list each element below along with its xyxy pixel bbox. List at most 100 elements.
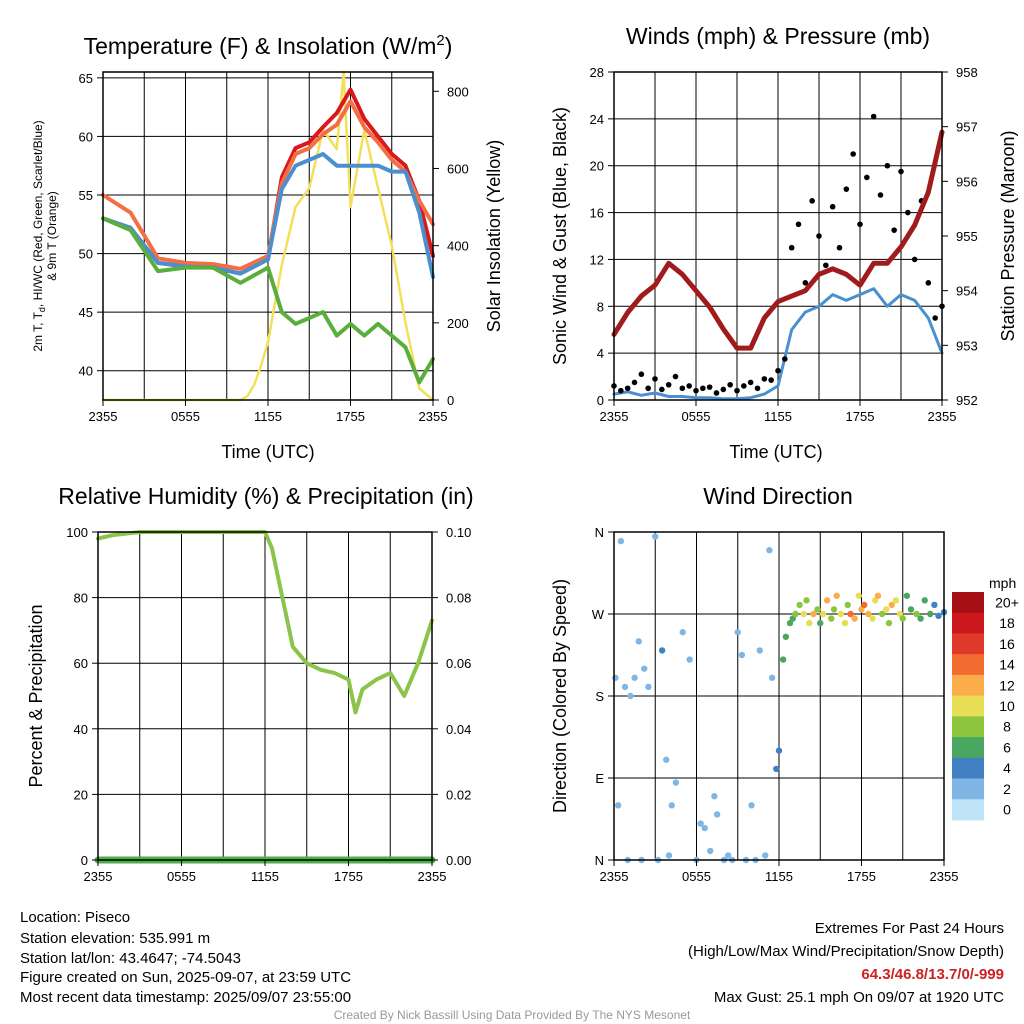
y2-tick-label: 955 — [956, 229, 978, 244]
x-tick-label: 1755 — [847, 869, 876, 884]
wind-direction-point — [806, 619, 813, 627]
humidity-title: Relative Humidity (%) & Precipitation (i… — [58, 483, 473, 509]
speed-legend-label: 18 — [999, 615, 1015, 631]
wind-direction-point — [768, 674, 776, 681]
x-tick-label: 1155 — [764, 409, 792, 424]
y2-tick-label: 952 — [956, 393, 978, 408]
y-tick-label: 65 — [79, 71, 93, 86]
speed-legend-title: mph — [989, 575, 1016, 591]
gust-point — [884, 162, 891, 169]
speed-legend-swatch — [952, 612, 984, 634]
winds-x-label: Time (UTC) — [729, 442, 822, 462]
gust-point — [672, 373, 679, 380]
speed-legend-label: 0 — [1003, 802, 1011, 818]
temperature-x-label: Time (UTC) — [221, 442, 314, 462]
wind-direction-point — [927, 610, 934, 618]
extremes-info: Extremes For Past 24 Hours (High/Low/Max… — [688, 920, 1004, 1006]
wind-direction-point — [931, 601, 938, 609]
x-tick-label: 0555 — [682, 409, 711, 424]
humidity-y-label: Percent & Precipitation — [26, 604, 46, 787]
gust-point — [686, 383, 692, 389]
wind-direction-point — [814, 606, 821, 613]
gust-point — [788, 244, 795, 251]
wind-direction-point — [652, 533, 659, 540]
wind-direction-point — [874, 592, 882, 599]
wind-direction-point — [782, 633, 790, 640]
wind-direction-point — [796, 601, 803, 609]
wind-direction-point — [903, 592, 911, 599]
wind-direction-point — [711, 793, 718, 800]
speed-legend-swatch — [952, 799, 984, 821]
wind-direction-point — [775, 747, 783, 754]
x-tick-label: 1155 — [765, 869, 793, 884]
y-tick-label: 50 — [79, 247, 93, 262]
info-latlon: Station lat/lon: 43.4647; -74.5043 — [20, 950, 241, 967]
y-tick-label: 4 — [597, 346, 604, 361]
wind-direction-point — [762, 852, 769, 859]
y-tick-label: 45 — [79, 305, 93, 320]
svg-text:2m T, Td, HI/WC (Red, Green, S: 2m T, Td, HI/WC (Red, Green, Scarlet/Blu… — [31, 120, 47, 351]
x-tick-label: 2355 — [419, 409, 448, 424]
gust-point — [645, 385, 651, 392]
wind-direction-point — [734, 629, 741, 636]
pressure-line — [611, 129, 945, 351]
y-tick-label: N — [595, 853, 604, 868]
y-tick-label: S — [595, 689, 604, 704]
y-tick-label: 0 — [81, 853, 88, 868]
speed-legend-label: 4 — [1003, 760, 1011, 776]
gust-point — [843, 186, 850, 192]
y2-tick-label: 200 — [447, 316, 469, 331]
gust-point — [665, 381, 672, 388]
wind-direction-point — [883, 606, 890, 613]
gust-point — [631, 379, 638, 386]
gust-point — [652, 376, 658, 382]
gust-point — [713, 390, 720, 396]
x-tick-label: 2355 — [89, 409, 118, 424]
y2-tick-label: 400 — [447, 239, 469, 254]
extremes-heading: Extremes For Past 24 Hours — [815, 920, 1004, 937]
wind-direction-point — [663, 756, 670, 763]
wind-direction-point — [869, 615, 876, 622]
gust-point — [734, 387, 740, 394]
y2-tick-label: 957 — [956, 120, 978, 135]
y-tick-label: 40 — [79, 364, 93, 379]
info-created: Figure created on Sun, 2025-09-07, at 23… — [20, 969, 351, 986]
speed-legend-swatch — [952, 737, 984, 759]
winds-panel: Winds (mph) & Pressure (mb) 2355 0555 1155… — [550, 23, 1018, 462]
wind-direction-point — [823, 597, 831, 604]
humidity-panel: Relative Humidity (%) & Precipitation (i… — [26, 483, 474, 884]
wind-direction-point — [851, 615, 858, 622]
insolation-y-label: Solar Insolation (Yellow) — [484, 140, 504, 332]
wind-direction-point — [631, 674, 638, 681]
wind-direction-point — [921, 597, 928, 604]
gust-point — [877, 192, 884, 198]
credit-text: Created By Nick Bassill Using Data Provi… — [334, 1008, 691, 1022]
wind-direction-point — [658, 647, 666, 654]
speed-legend-label: 12 — [999, 677, 1015, 693]
y-tick-label: 0 — [597, 393, 604, 408]
y2-tick-label: 0.08 — [446, 591, 471, 606]
y2-tick-label: 953 — [956, 338, 978, 353]
wind-direction-point — [748, 802, 755, 809]
speed-legend-label: 14 — [999, 657, 1015, 673]
gust-point — [857, 221, 863, 228]
y2-tick-label: 956 — [956, 174, 978, 189]
y-tick-label: 28 — [590, 65, 604, 80]
wind-direction-point — [861, 601, 868, 609]
max-gust: Max Gust: 25.1 mph On 09/07 at 1920 UTC — [714, 989, 1004, 1006]
x-tick-label: 2355 — [928, 409, 957, 424]
gust-point — [891, 227, 897, 233]
temperature-series-line-4 — [101, 216, 435, 385]
y-tick-label: 8 — [597, 299, 604, 314]
wind-direction-point — [701, 824, 708, 832]
y-tick-label: 80 — [74, 591, 88, 606]
gust-point — [638, 371, 645, 378]
speed-legend-label: 2 — [1003, 781, 1011, 797]
wind-direction-point — [756, 647, 763, 654]
gust-point — [905, 209, 911, 216]
wind-direction-point — [668, 802, 675, 809]
gust-point — [624, 385, 631, 392]
speed-legend-swatch — [952, 778, 984, 800]
info-timestamp: Most recent data timestamp: 2025/09/07 2… — [20, 989, 351, 1006]
wind-direction-point — [724, 852, 732, 859]
